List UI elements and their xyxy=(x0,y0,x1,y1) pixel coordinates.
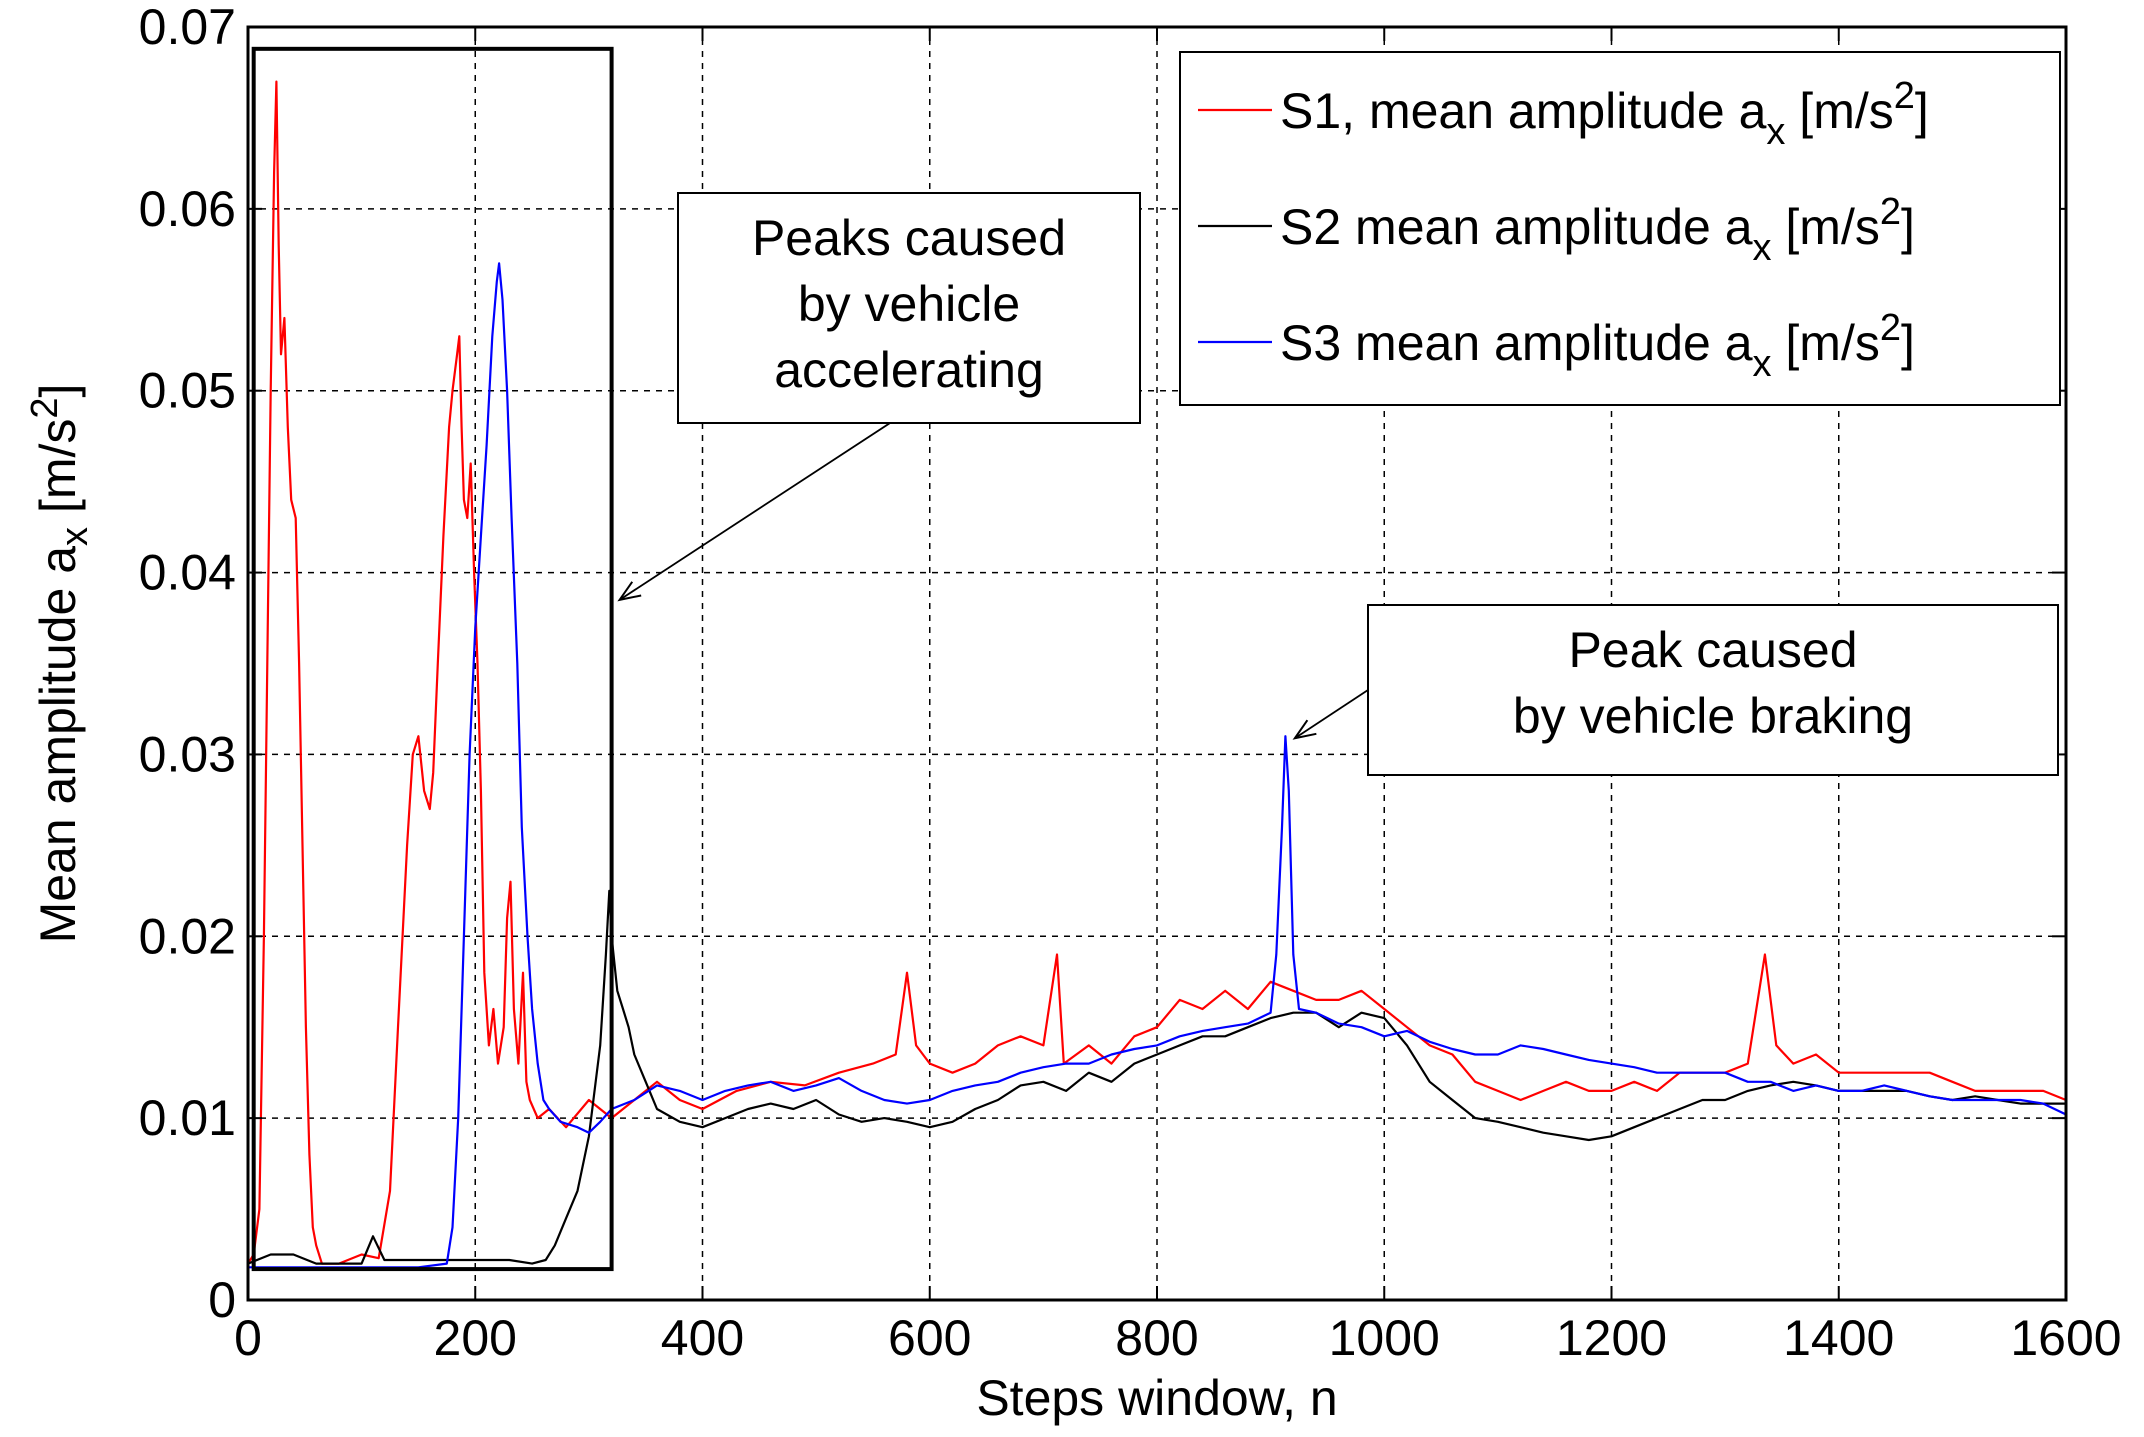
x-tick-label: 1400 xyxy=(1783,1310,1894,1366)
legend-label-s2: S2 mean amplitude ax [m/s2] xyxy=(1280,191,1915,269)
legend-label-part: [m/s xyxy=(1772,315,1880,371)
y-tick-label: 0.06 xyxy=(139,181,236,237)
acceleration-highlight-box xyxy=(251,46,614,1272)
legend-box xyxy=(1179,51,2061,406)
legend-label-part: 2 xyxy=(1894,75,1915,117)
x-tick-label: 400 xyxy=(661,1310,744,1366)
series-line-s3 xyxy=(248,262,2067,1269)
legend-label-part: ] xyxy=(1901,315,1915,371)
annotation-box-1 xyxy=(677,192,1141,424)
y-axis-label-unit: [m/s xyxy=(30,419,86,527)
y-tick-label: 0.01 xyxy=(139,1090,236,1146)
annotation-text: Peak caused xyxy=(1568,622,1857,678)
x-tick-label: 0 xyxy=(234,1310,262,1366)
annotation-box-2 xyxy=(1367,604,2059,776)
y-axis-label-sub: x xyxy=(54,527,96,546)
legend-label-part: S3 mean amplitude a xyxy=(1280,315,1753,371)
y-axis-label: Mean amplitude ax [m/s2] xyxy=(24,384,96,944)
y-tick-label: 0.03 xyxy=(139,726,236,782)
legend-label-part: ] xyxy=(1901,199,1915,255)
annotations: Peaks caused by vehicle accelerating Peak c… xyxy=(617,192,2059,776)
ticks: 0 200 400 600 800 1000 1200 1400 1600 0 0.01 0.02 0.… xyxy=(139,0,2122,1366)
annotation-text: Peaks caused xyxy=(752,210,1066,266)
x-tick-label: 1200 xyxy=(1556,1310,1667,1366)
legend-label-part: 2 xyxy=(1880,307,1901,349)
legend-label-part: [m/s xyxy=(1772,199,1880,255)
y-tick-label: 0.07 xyxy=(139,0,236,55)
series-line-s2 xyxy=(247,889,2066,1265)
legend-label-part: x xyxy=(1753,343,1772,385)
annotation-text: accelerating xyxy=(774,342,1044,398)
legend: S1, mean amplitude ax [m/s2]S2 mean ampl… xyxy=(1179,51,2061,406)
legend-label-s3: S3 mean amplitude ax [m/s2] xyxy=(1280,307,1915,385)
x-tick-label: 200 xyxy=(434,1310,517,1366)
series-layer xyxy=(247,80,2067,1269)
y-axis-label-close: ] xyxy=(30,384,86,398)
annotation-text: by vehicle braking xyxy=(1513,688,1913,744)
y-tick-label: 0 xyxy=(208,1272,236,1328)
annotation-arrow-1 xyxy=(619,422,891,601)
legend-label-part: S2 mean amplitude a xyxy=(1280,199,1753,255)
annotation-arrow-2 xyxy=(1294,689,1369,739)
legend-label-part: x xyxy=(1753,227,1772,269)
x-tick-label: 1600 xyxy=(2010,1310,2121,1366)
legend-label-part: 2 xyxy=(1880,191,1901,233)
legend-label-part: x xyxy=(1766,111,1785,153)
y-tick-label: 0.05 xyxy=(139,363,236,419)
y-tick-label: 0.04 xyxy=(139,545,236,601)
x-tick-label: 1000 xyxy=(1329,1310,1440,1366)
x-axis-label: Steps window, n xyxy=(976,1370,1337,1426)
y-axis-label-sup: 2 xyxy=(24,397,66,418)
legend-label-part: ] xyxy=(1915,83,1929,139)
legend-label-part: [m/s xyxy=(1785,83,1893,139)
x-tick-label: 600 xyxy=(888,1310,971,1366)
y-axis-label-main: Mean amplitude a xyxy=(30,546,86,944)
annotation-text: by vehicle xyxy=(798,276,1020,332)
legend-label-part: S1, mean amplitude a xyxy=(1280,83,1767,139)
annotation-arrowhead-2 xyxy=(1292,719,1317,740)
y-tick-label: 0.02 xyxy=(139,908,236,964)
x-tick-label: 800 xyxy=(1115,1310,1198,1366)
annotation-arrowhead-1 xyxy=(617,581,642,602)
legend-label-s1: S1, mean amplitude ax [m/s2] xyxy=(1280,75,1929,153)
